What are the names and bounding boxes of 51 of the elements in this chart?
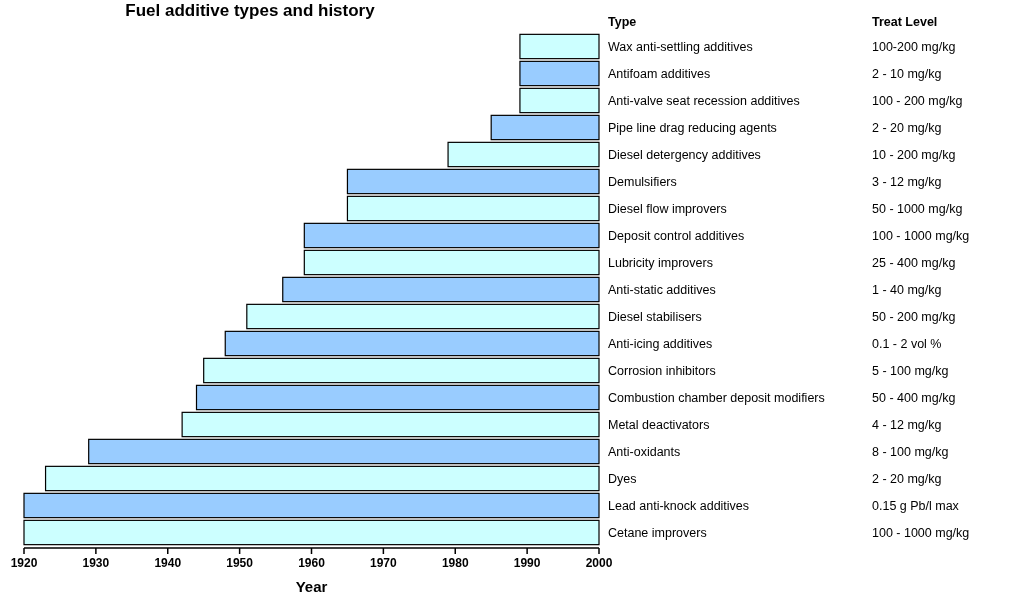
text: 5 - 100 mg/kg [872,364,949,378]
y-tick-label: Demulsifiers [608,175,677,189]
y-tick-label: Corrosion inhibitors [608,364,716,378]
y-tick-label: Anti-oxidants [608,445,681,459]
text: 8 - 100 mg/kg [872,445,949,459]
x-axis-title: Year [295,578,328,595]
y-tick-label: Anti-static additives [608,283,716,297]
text: 50 - 1000 mg/kg [872,202,963,216]
x-tick-label: 1950 [226,556,254,570]
y-tick-label: Diesel detergency additives [608,148,761,162]
y-tick-label: Wax anti-settling additives [608,40,753,54]
y-tick-label: Lubricity improvers [608,256,713,270]
y-tick-label: Metal deactivators [608,418,710,432]
text: 2 - 10 mg/kg [872,67,942,81]
x-tick-label: 1990 [513,556,541,570]
x-tick-label: 1980 [441,556,469,570]
x-tick-label: 1920 [10,556,38,570]
y-tick-label: Cetane improvers [608,526,707,540]
text: Type [608,15,637,29]
text: 0.1 - 2 vol % [872,337,942,351]
text: 100 - 200 mg/kg [872,94,963,108]
text: 2 - 20 mg/kg [872,472,942,486]
y-tick-label: Lead anti-knock additives [608,499,750,513]
y-tick-label: Anti-valve seat recession additives [608,94,800,108]
text: 2 - 20 mg/kg [872,121,942,135]
text: 50 - 200 mg/kg [872,310,956,324]
text: 10 - 200 mg/kg [872,148,956,162]
text: Treat Level [872,15,938,29]
y-tick-label: Pipe line drag reducing agents [608,121,777,135]
text: 3 - 12 mg/kg [872,175,942,189]
y-tick-label: Anti-icing additives [608,337,713,351]
text: 4 - 12 mg/kg [872,418,942,432]
x-tick-label: 1970 [370,556,398,570]
x-tick-label: 2000 [585,556,613,570]
text: 100 - 1000 mg/kg [872,229,970,243]
text: 100 - 1000 mg/kg [872,526,970,540]
text: 25 - 400 mg/kg [872,256,956,270]
text: 50 - 400 mg/kg [872,391,956,405]
y-tick-label: Antifoam additives [608,67,711,81]
y-tick-label: Diesel flow improvers [608,202,727,216]
x-tick-label: 1960 [298,556,326,570]
text: 100-200 mg/kg [872,40,956,54]
y-tick-label: Dyes [608,472,637,486]
text: 1 - 40 mg/kg [872,283,942,297]
chart-title: Fuel additive types and history [125,1,376,20]
x-tick-label: 1930 [82,556,110,570]
y-tick-label: Diesel stabilisers [608,310,702,324]
y-tick-label: Deposit control additives [608,229,745,243]
y-tick-label: Combustion chamber deposit modifiers [608,391,825,405]
x-tick-label: 1940 [154,556,182,570]
text: 0.15 g Pb/l max [872,499,960,513]
